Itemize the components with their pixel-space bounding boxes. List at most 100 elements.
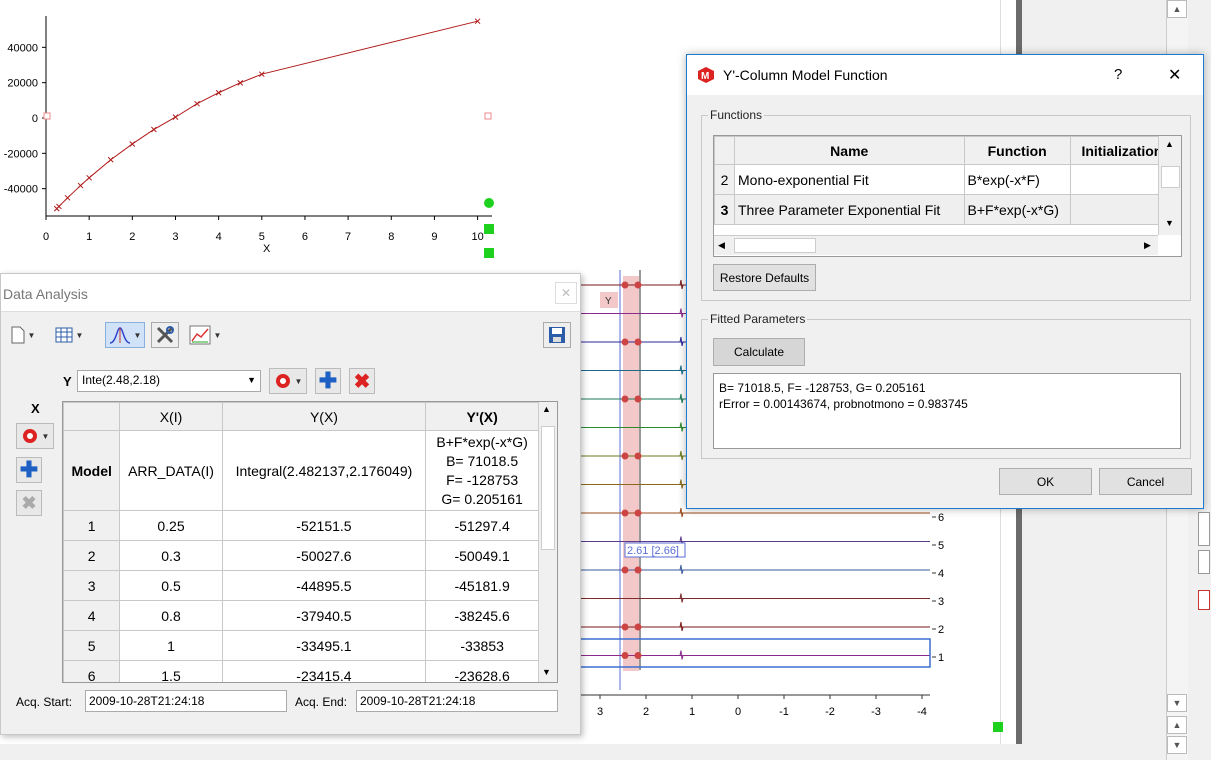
row-header[interactable]: 3 (714, 194, 735, 225)
table-row[interactable]: 4 0.8 -37940.5 -38245.6 (63, 600, 539, 631)
table-cell[interactable]: -38245.6 (425, 600, 539, 631)
table-row[interactable]: 5 1 -33495.1 -33853 (63, 630, 539, 661)
functions-hscroll[interactable]: ◀ ▶ (714, 235, 1158, 255)
scroll-up-icon[interactable]: ▲ (542, 404, 551, 414)
side-tool-icon[interactable] (1198, 550, 1210, 574)
scrollbar-thumb[interactable] (1161, 166, 1180, 188)
column-header[interactable]: X(I) (119, 402, 223, 431)
grid-scrollbar[interactable]: ▲ ▼ (538, 402, 557, 682)
table-cell[interactable]: -51297.4 (425, 510, 539, 541)
row-header[interactable]: 1 (63, 510, 121, 541)
data-grid[interactable]: X(I) Y(X) Y'(X) Model ARR_DATA(I) Integr… (62, 401, 558, 683)
table-row[interactable]: 3 0.5 -44895.5 -45181.9 (63, 570, 539, 601)
close-icon[interactable]: ✕ (555, 282, 577, 304)
resize-handle[interactable] (993, 722, 1003, 732)
table-cell[interactable]: -23628.6 (425, 660, 539, 682)
function-row[interactable]: 3 Three Parameter Exponential Fit B+F*exp(… (714, 194, 1175, 225)
resize-handle[interactable] (484, 224, 494, 234)
side-tool-icon[interactable] (1198, 512, 1210, 546)
table-cell[interactable]: -37940.5 (221, 600, 427, 631)
table-cell[interactable]: -23415.4 (221, 660, 427, 682)
help-icon[interactable]: ? (1114, 66, 1123, 83)
delete-row-button[interactable]: ✖ (16, 490, 42, 516)
table-cell[interactable]: 0.25 (119, 510, 223, 541)
table-cell[interactable]: -33853 (425, 630, 539, 661)
row-header[interactable]: 4 (63, 600, 121, 631)
new-document-button[interactable]: ▼ (5, 322, 41, 348)
resize-handle[interactable] (484, 248, 494, 258)
row-header[interactable]: 6 (63, 660, 121, 682)
y-settings-button[interactable]: ▼ (269, 368, 307, 394)
dialog-titlebar[interactable]: M Y'-Column Model Function ? ✕ (687, 55, 1203, 95)
cancel-button[interactable]: Cancel (1099, 468, 1192, 495)
scroll-down-icon[interactable]: ▼ (1165, 218, 1174, 228)
model-row-header[interactable]: Model (63, 430, 121, 511)
scroll-up-icon[interactable]: ▲ (1167, 0, 1187, 18)
table-row[interactable]: 1 0.25 -52151.5 -51297.4 (63, 510, 539, 541)
column-header[interactable]: Function (963, 136, 1071, 165)
scrollbar-thumb[interactable] (734, 238, 816, 253)
table-cell[interactable]: -52151.5 (221, 510, 427, 541)
table-cell[interactable]: -50049.1 (425, 540, 539, 571)
selected-trace-box[interactable] (580, 638, 931, 668)
table-view-button[interactable]: ▼ (51, 322, 87, 348)
table-cell[interactable]: Mono-exponential Fit (734, 164, 965, 195)
delete-button[interactable]: ✖ (349, 368, 375, 394)
acq-start-field[interactable]: 2009-10-28T21:24:18 (85, 690, 287, 712)
table-cell[interactable] (1069, 194, 1175, 225)
table-cell[interactable]: Integral(2.482137,2.176049) (221, 430, 427, 511)
table-cell[interactable]: B*exp(-x*F) (963, 164, 1071, 195)
x-settings-button[interactable]: ▼ (16, 423, 54, 449)
peak-fit-button[interactable]: ▼ (105, 322, 145, 348)
restore-defaults-button[interactable]: Restore Defaults (713, 264, 816, 291)
table-cell[interactable]: 1 (119, 630, 223, 661)
scroll-left-icon[interactable]: ◀ (718, 240, 725, 250)
scroll-page-down-icon[interactable]: ▼ (1167, 736, 1187, 754)
table-cell[interactable]: 1.5 (119, 660, 223, 682)
acq-end-field[interactable]: 2009-10-28T21:24:18 (356, 690, 558, 712)
handle-point[interactable] (484, 198, 494, 208)
function-row[interactable]: 2 Mono-exponential Fit B*exp(-x*F) (714, 164, 1175, 195)
data-analysis-titlebar[interactable]: Data Analysis ✕ (1, 274, 580, 312)
table-cell[interactable]: B+F*exp(-x*G) (963, 194, 1071, 225)
table-cell[interactable]: -44895.5 (221, 570, 427, 601)
row-header[interactable]: 3 (63, 570, 121, 601)
row-header[interactable]: 2 (63, 540, 121, 571)
column-header[interactable]: Y(X) (221, 402, 427, 431)
tools-button[interactable] (151, 322, 179, 348)
table-cell[interactable]: ARR_DATA(I) (119, 430, 223, 511)
functions-vscroll[interactable]: ▲ ▼ (1158, 136, 1181, 235)
column-header[interactable]: Initialization (1069, 136, 1175, 165)
scroll-right-icon[interactable]: ▶ (1144, 240, 1151, 250)
row-header[interactable]: 5 (63, 630, 121, 661)
column-header[interactable]: Name (734, 136, 965, 165)
scroll-up-icon[interactable]: ▲ (1165, 139, 1174, 149)
scrollbar-thumb[interactable] (541, 426, 555, 550)
scroll-down-icon[interactable]: ▼ (1167, 694, 1187, 712)
corner-header[interactable] (714, 136, 735, 165)
add-button[interactable]: ✚ (315, 368, 341, 394)
model-function-cell[interactable]: B+F*exp(-x*G) B= 71018.5 F= -128753 G= 0… (425, 430, 539, 511)
corner-header[interactable] (63, 402, 121, 431)
table-cell[interactable]: -50027.6 (221, 540, 427, 571)
fit-result-box[interactable]: B= 71018.5, F= -128753, G= 0.205161 rErr… (713, 373, 1181, 449)
close-icon[interactable]: ✕ (1168, 67, 1182, 84)
table-cell[interactable]: -33495.1 (221, 630, 427, 661)
scroll-down-icon[interactable]: ▼ (542, 667, 551, 677)
table-cell[interactable]: 0.8 (119, 600, 223, 631)
table-row[interactable]: 6 1.5 -23415.4 -23628.6 (63, 660, 539, 682)
add-row-button[interactable]: ✚ (16, 457, 42, 483)
calculate-button[interactable]: Calculate (713, 338, 805, 366)
chart-options-button[interactable]: ▼ (185, 322, 225, 348)
y-expression-combo[interactable]: Inte(2.48,2.18) ▼ (77, 370, 261, 392)
table-row[interactable]: 2 0.3 -50027.6 -50049.1 (63, 540, 539, 571)
table-cell[interactable]: 0.5 (119, 570, 223, 601)
column-header[interactable]: Y'(X) (425, 402, 539, 431)
table-cell[interactable]: 0.3 (119, 540, 223, 571)
side-tool-icon[interactable] (1198, 590, 1210, 610)
table-cell[interactable]: Three Parameter Exponential Fit (734, 194, 965, 225)
table-cell[interactable]: -45181.9 (425, 570, 539, 601)
scroll-page-up-icon[interactable]: ▲ (1167, 716, 1187, 734)
save-button[interactable] (543, 322, 571, 348)
row-header[interactable]: 2 (714, 164, 735, 195)
